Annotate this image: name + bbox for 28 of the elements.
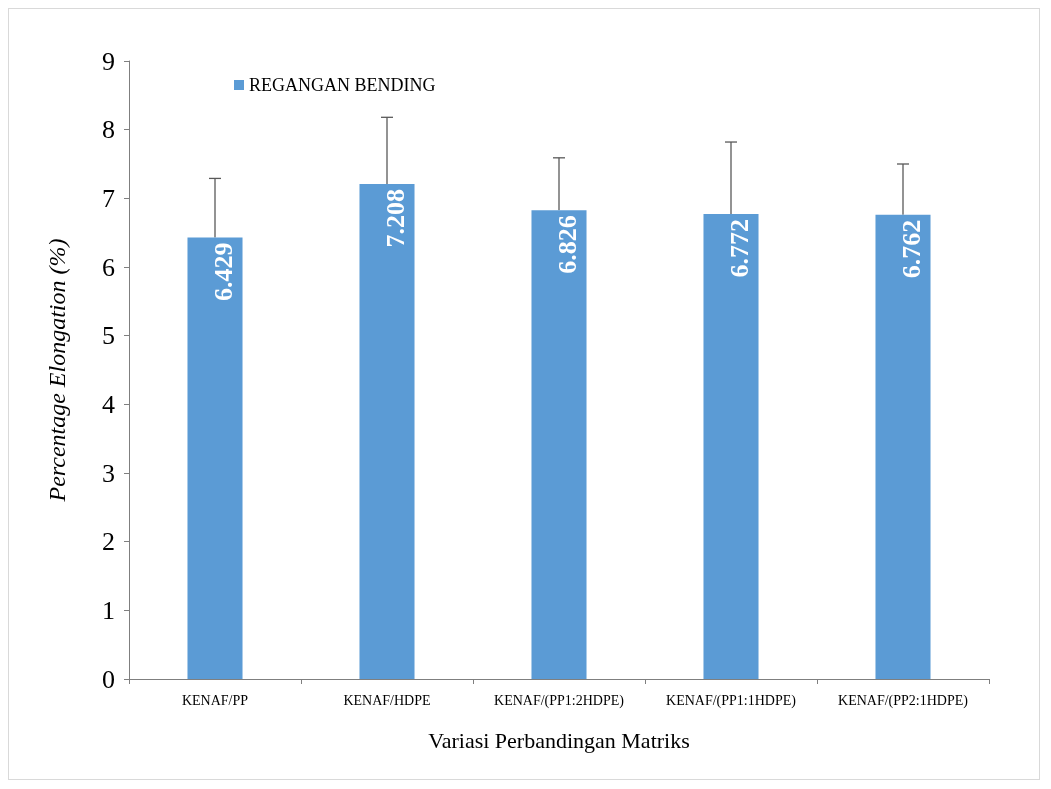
y-tick-label: 8	[102, 115, 115, 145]
bar	[875, 214, 931, 679]
bar	[531, 210, 587, 679]
legend-label: REGANGAN BENDING	[249, 75, 436, 95]
bar	[187, 237, 243, 679]
y-tick-label: 0	[102, 664, 115, 694]
y-tick-label: 2	[102, 527, 115, 557]
x-tick-label: KENAF/(PP2:1HDPE)	[838, 692, 969, 709]
y-tick-label: 1	[102, 595, 115, 625]
x-tick-label: KENAF/(PP1:2HDPE)	[494, 692, 625, 709]
y-tick-label: 9	[102, 46, 115, 76]
y-tick-label: 7	[102, 183, 115, 213]
bar	[703, 213, 759, 679]
data-label: 6.429	[208, 242, 238, 302]
x-tick-label: KENAF/PP	[181, 692, 249, 708]
data-label: 7.208	[380, 189, 410, 248]
y-tick-label: 5	[102, 321, 115, 351]
x-tick-label: KENAF/(PP1:1HDPE)	[666, 692, 797, 709]
x-tick-label: KENAF/HDPE	[343, 692, 431, 708]
data-label: 6.762	[896, 219, 926, 279]
y-axis-title: Percentage Elongation (%)	[44, 238, 70, 503]
y-tick-label: 4	[102, 389, 115, 419]
x-axis-title: Variasi Perbandingan Matriks	[428, 727, 690, 753]
data-label: 6.826	[552, 215, 582, 274]
bar	[359, 184, 415, 679]
y-tick-label: 6	[102, 252, 115, 282]
data-label: 6.772	[724, 218, 754, 278]
y-tick-label: 3	[102, 458, 115, 488]
